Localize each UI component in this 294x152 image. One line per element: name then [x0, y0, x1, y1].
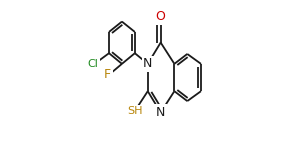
- Text: Cl: Cl: [88, 59, 98, 69]
- Text: F: F: [104, 68, 111, 81]
- Text: N: N: [156, 106, 165, 119]
- Text: SH: SH: [127, 106, 143, 116]
- Text: O: O: [156, 10, 166, 23]
- Text: N: N: [143, 57, 153, 70]
